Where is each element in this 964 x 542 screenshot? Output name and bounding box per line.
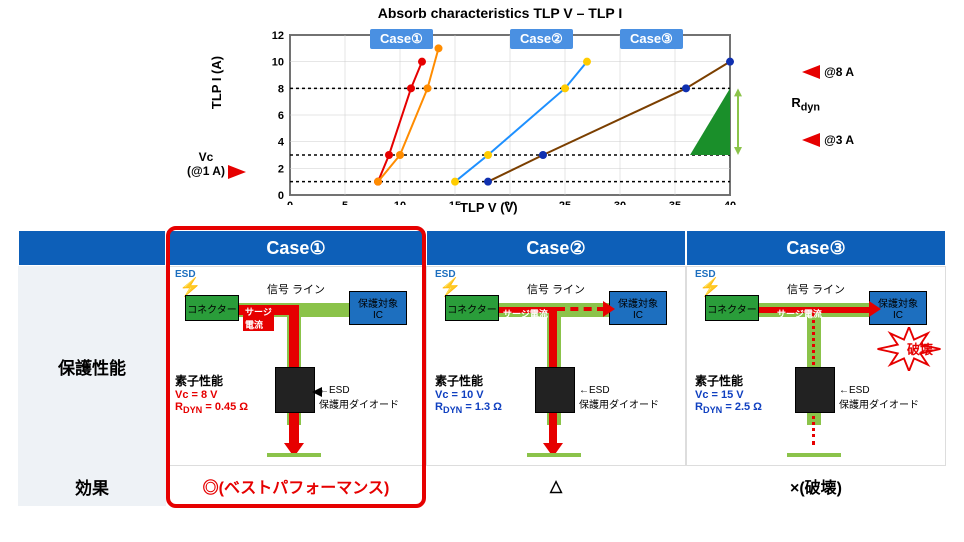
chart-svg: 0510152025303540024681012 — [250, 25, 750, 205]
ic-box: 保護対象IC — [609, 291, 667, 325]
chart-ylabel: TLP I (A) — [209, 56, 224, 109]
case1-badge: Case① — [370, 29, 433, 49]
right-arrow-icon — [603, 301, 615, 317]
svg-text:12: 12 — [272, 30, 284, 42]
row-label-effect: 効果 — [18, 466, 166, 506]
connector-box: コネクター — [445, 295, 499, 321]
header-empty — [18, 230, 166, 266]
case3-cell: ESD ⚡ 信号 ライン コネクター 保護対象IC サージ電流 ←ESD保護用ダ… — [686, 266, 946, 466]
svg-text:25: 25 — [559, 200, 571, 205]
case2-cell: ESD ⚡ 信号 ライン コネクター 保護対象IC サージ電流 ←ESD保護用ダ… — [426, 266, 686, 466]
signal-label: 信号 ライン — [787, 281, 845, 297]
svg-text:35: 35 — [669, 200, 681, 205]
svg-text:8: 8 — [278, 83, 284, 95]
chart-vc-label: Vc(@1 A) — [176, 150, 236, 178]
surge-text: サージ電流 — [777, 307, 822, 320]
svg-text:30: 30 — [614, 200, 626, 205]
chart-xlabel: TLP V (V) — [460, 200, 518, 215]
svg-text:5: 5 — [342, 200, 348, 205]
annot-8a: @8 A — [802, 65, 854, 79]
highlight-box — [166, 226, 426, 508]
svg-text:2: 2 — [278, 163, 284, 175]
surge-text: サージ電流 — [503, 307, 548, 320]
table-header-row: Case① Case② Case③ — [18, 230, 946, 266]
svg-text:40: 40 — [724, 200, 736, 205]
red-arrow-icon — [802, 133, 820, 147]
diode-label: ←ESD保護用ダイオード — [579, 385, 659, 411]
connector-box: コネクター — [705, 295, 759, 321]
svg-text:0: 0 — [287, 200, 293, 205]
svg-text:4: 4 — [278, 137, 285, 149]
table-body-row: 保護性能 ESD ⚡ 信号 ライン コネクター 保護対象IC サージ電流 ←ES… — [18, 266, 946, 466]
signal-label: 信号 ライン — [527, 281, 585, 297]
vc-arrow — [228, 165, 246, 179]
chart-title: Absorb characteristics TLP V – TLP I — [300, 5, 700, 21]
diode-box — [535, 367, 575, 413]
gnd-line — [527, 453, 581, 457]
surge-dashed-h — [557, 307, 605, 315]
diode-box — [795, 367, 835, 413]
right-arrow-icon — [869, 301, 881, 317]
header-case2: Case② — [426, 230, 686, 266]
svg-text:10: 10 — [272, 57, 284, 69]
perf-text: 素子性能 Vc = 15 V RDYN = 2.5 Ω — [695, 372, 762, 415]
gnd-line — [787, 453, 841, 457]
burst-text: 破壊 — [907, 339, 933, 358]
table-container: Case① Case② Case③ 保護性能 ESD ⚡ 信号 ライン コネクタ… — [18, 230, 946, 506]
svg-text:10: 10 — [394, 200, 406, 205]
row-label-protection: 保護性能 — [18, 266, 166, 466]
red-arrow-icon — [802, 65, 820, 79]
diode-label: ←ESD保護用ダイオード — [839, 385, 919, 411]
effect-case2: △ — [426, 466, 686, 506]
perf-text: 素子性能 Vc = 10 V RDYN = 1.3 Ω — [435, 372, 502, 415]
svg-text:6: 6 — [278, 110, 284, 122]
header-case3: Case③ — [686, 230, 946, 266]
case2-badge: Case② — [510, 29, 573, 49]
svg-text:0: 0 — [278, 190, 284, 202]
red-arrow-icon — [228, 165, 246, 179]
effect-case3: ×(破壊) — [686, 466, 946, 506]
table-effect-row: 効果 ◎(ベストパフォーマンス) △ ×(破壊) — [18, 466, 946, 506]
annot-3a: @3 A — [802, 133, 854, 147]
case3-badge: Case③ — [620, 29, 683, 49]
rdyn-label: Rdyn — [791, 95, 820, 114]
chart-container: Absorb characteristics TLP V – TLP I TLP… — [190, 5, 810, 225]
